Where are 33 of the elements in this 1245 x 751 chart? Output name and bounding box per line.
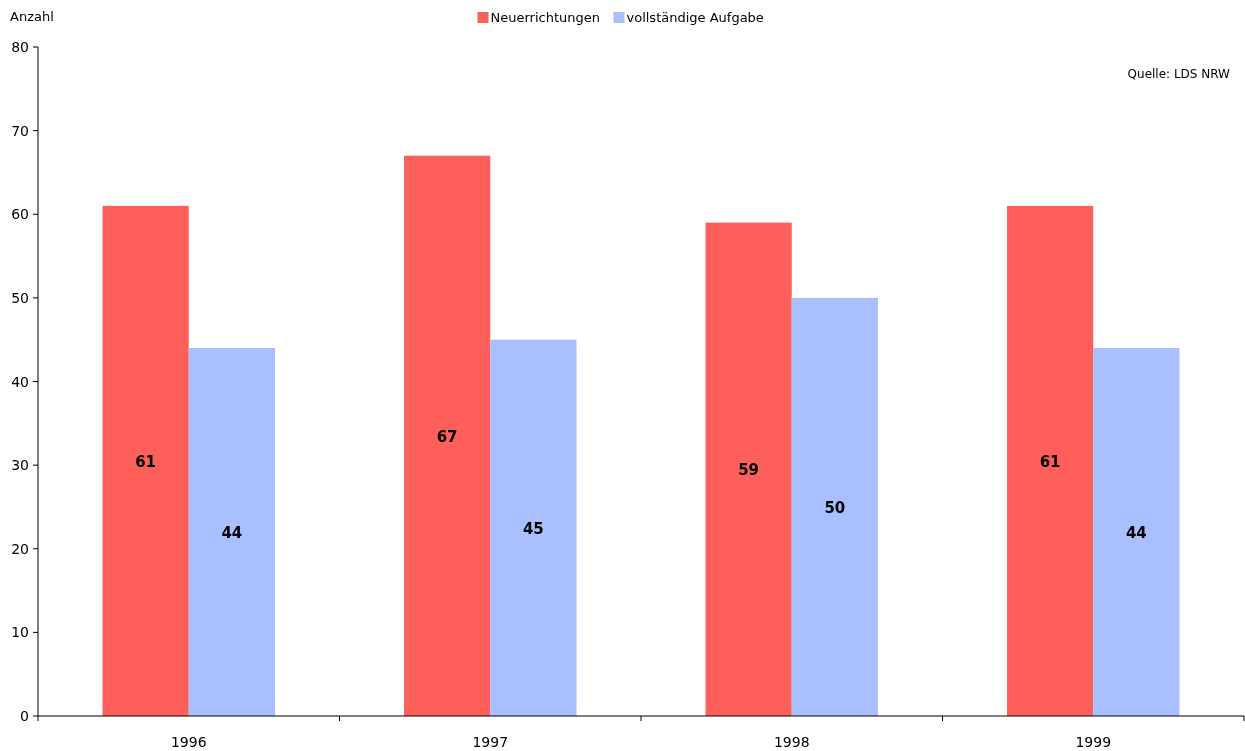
y-tick-label: 50	[11, 289, 29, 306]
y-tick-label: 70	[11, 122, 29, 139]
y-tick-label: 20	[11, 540, 29, 557]
y-tick-label: 30	[11, 457, 29, 474]
bar	[1093, 348, 1180, 716]
y-tick-label: 0	[20, 708, 29, 724]
bar	[102, 205, 189, 716]
data-label: 59	[738, 461, 760, 480]
x-tick-label: 1996	[170, 734, 207, 750]
bar	[490, 339, 577, 716]
y-tick-label: 60	[11, 206, 29, 223]
data-label: 44	[221, 524, 243, 543]
data-label: 61	[1039, 452, 1061, 471]
y-tick-label: 40	[11, 373, 29, 390]
x-tick-label: 1999	[1075, 734, 1112, 750]
y-tick-label: 10	[11, 624, 29, 641]
annotation: Quelle: LDS NRW	[1127, 67, 1231, 81]
legend-label: Neuerrichtungen	[490, 10, 600, 25]
data-label: 44	[1125, 524, 1147, 543]
bar	[791, 297, 878, 716]
x-tick-label: 1998	[773, 734, 810, 750]
bar	[705, 222, 792, 716]
x-tick-label: 1997	[472, 734, 509, 750]
data-label: 67	[436, 427, 458, 446]
data-label: 45	[522, 519, 544, 538]
legend-label: vollständige Aufgabe	[626, 10, 764, 25]
bar	[1007, 205, 1094, 716]
bar	[188, 348, 275, 716]
y-axis-title: Anzahl	[10, 9, 54, 24]
y-tick-label: 80	[11, 39, 29, 55]
bar	[404, 155, 491, 716]
data-label: 61	[135, 452, 157, 471]
data-label: 50	[824, 498, 846, 517]
